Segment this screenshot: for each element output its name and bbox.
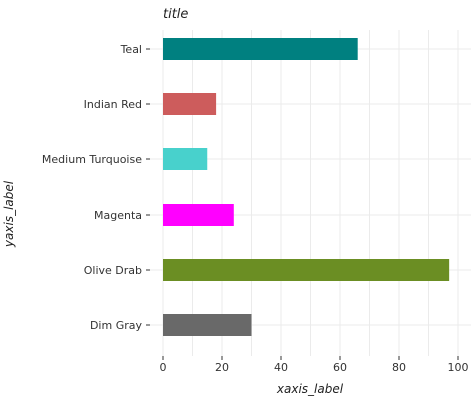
y-tick-label: Magenta — [94, 209, 142, 222]
gridlines — [150, 30, 471, 356]
bar-indian-red — [163, 93, 217, 115]
y-tick-label: Indian Red — [84, 98, 142, 111]
x-tick-label: 60 — [333, 361, 347, 374]
x-tick-label: 0 — [160, 361, 167, 374]
bar-dim-gray — [163, 314, 252, 336]
y-tick-label: Medium Turquoise — [42, 153, 142, 166]
x-tick-label: 100 — [448, 361, 469, 374]
x-axis-label: xaxis_label — [276, 382, 344, 396]
y-axis-label: yaxis_label — [2, 180, 16, 248]
bars — [163, 38, 450, 336]
x-tick-label: 80 — [392, 361, 406, 374]
ticks: Dim Gray Olive Drab Magenta Medium Turquois… — [42, 43, 469, 374]
y-tick-label: Dim Gray — [90, 319, 143, 332]
bar-medium-turquoise — [163, 148, 208, 170]
x-tick-label: 40 — [274, 361, 288, 374]
y-tick-label: Olive Drab — [84, 264, 142, 277]
bar-teal — [163, 38, 358, 60]
bar-magenta — [163, 204, 234, 226]
chart-title: title — [163, 7, 188, 22]
x-tick-label: 20 — [215, 361, 229, 374]
bar-olive-drab — [163, 259, 450, 281]
y-tick-label: Teal — [120, 43, 142, 56]
